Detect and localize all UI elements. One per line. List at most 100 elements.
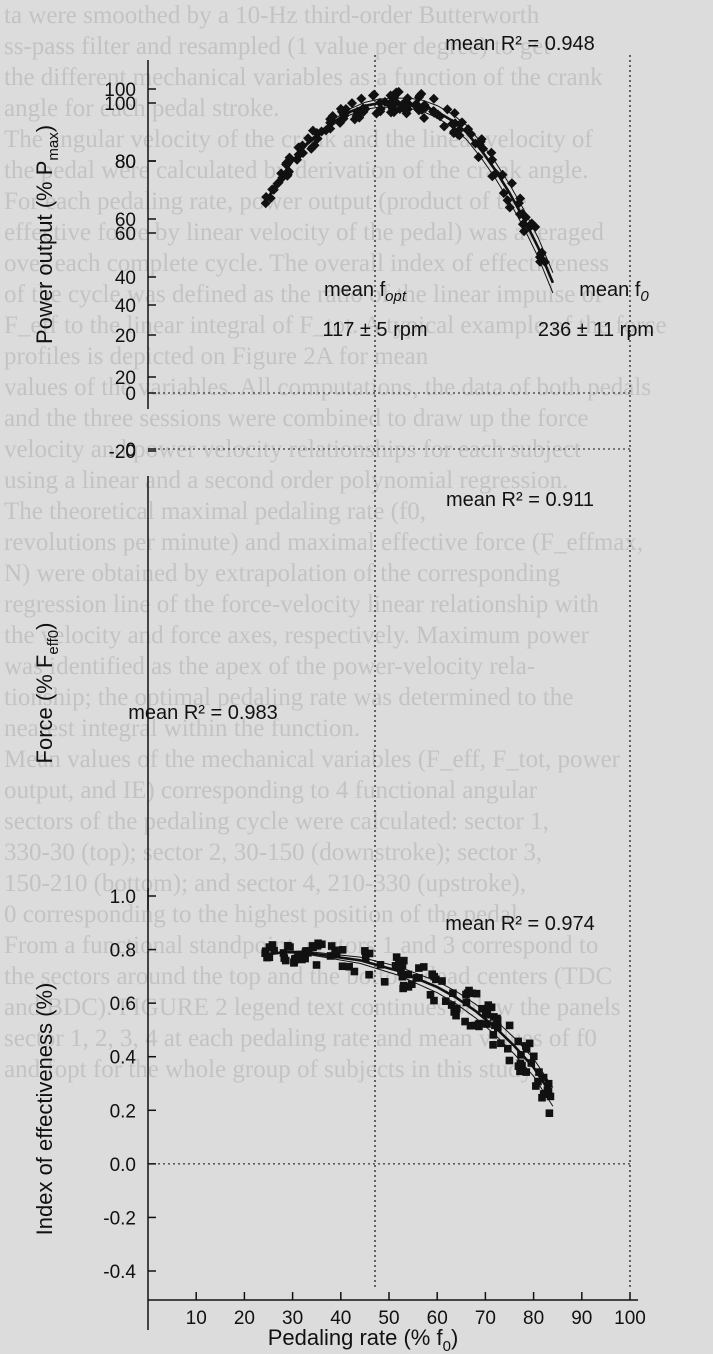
background-text-line: F_eff to the linear integral of F_tot. A… xyxy=(4,312,667,339)
data-point-filled-circle xyxy=(384,269,392,277)
data-point-square xyxy=(491,1021,499,1030)
data-point-square xyxy=(546,1092,555,1101)
data-point-open-circle xyxy=(385,198,395,208)
data-point-open-circle xyxy=(505,274,515,284)
data-point-square xyxy=(535,1068,543,1076)
data-point-square xyxy=(497,1039,505,1048)
data-point-open-circle xyxy=(432,178,442,188)
data-point-open-circle xyxy=(507,221,517,231)
data-point-filled-circle xyxy=(498,377,506,385)
data-point-filled-circle xyxy=(439,335,447,343)
data-point-open-circle xyxy=(421,173,431,183)
y-tick-label: 20 xyxy=(115,368,136,389)
y-tick-label: -20 xyxy=(109,442,136,463)
subject-fit-line xyxy=(273,186,553,413)
y-tick-label: 60 xyxy=(115,224,136,245)
data-point-filled-circle xyxy=(445,325,453,333)
x-tick-label: 30 xyxy=(282,1308,303,1329)
data-point-open-circle xyxy=(403,215,413,225)
data-point-square xyxy=(489,1041,497,1049)
data-point-square xyxy=(452,1011,460,1020)
data-point-filled-circle xyxy=(493,360,501,368)
x-tick-label: 100 xyxy=(614,1308,646,1329)
data-point-filled-circle xyxy=(287,201,295,209)
y-tick-label: 0.4 xyxy=(110,1048,137,1069)
panel-marks-bottom xyxy=(261,939,555,1118)
y-tick-label: 40 xyxy=(115,268,136,289)
data-point-filled-circle xyxy=(487,374,495,382)
data-point-open-circle xyxy=(402,170,412,180)
data-point-open-circle xyxy=(430,219,440,229)
y-axis-title-main: Power output (% P xyxy=(32,161,57,344)
data-point-diamond xyxy=(347,98,358,109)
data-point-filled-circle xyxy=(507,381,515,389)
data-point-open-circle xyxy=(318,157,328,167)
data-point-filled-circle xyxy=(343,243,351,251)
subject-fit-line xyxy=(272,106,554,294)
background-text-line: regression line of the force-velocity li… xyxy=(4,591,599,618)
background-text-line: and the three sessions were combined to … xyxy=(4,405,589,432)
data-point-filled-circle xyxy=(524,400,532,408)
fit-line xyxy=(264,179,553,413)
y-tick-label: -0.4 xyxy=(103,1262,136,1283)
data-point-square xyxy=(398,961,407,970)
data-point-filled-circle xyxy=(295,215,303,223)
data-point-filled-circle xyxy=(488,384,496,392)
data-point-filled-circle xyxy=(329,233,337,241)
data-point-open-circle xyxy=(283,138,293,148)
x-tick-label: 60 xyxy=(427,1308,448,1329)
data-point-filled-circle xyxy=(455,353,463,361)
data-point-open-circle xyxy=(463,246,473,256)
data-point-filled-circle xyxy=(293,209,301,217)
subject-fit-line xyxy=(272,97,554,273)
data-point-filled-circle xyxy=(362,258,370,266)
data-point-filled-circle xyxy=(459,356,467,364)
data-point-filled-circle xyxy=(338,230,346,238)
data-point-filled-circle xyxy=(339,232,347,240)
f0-label-main: mean f xyxy=(579,279,641,301)
fopt-label: mean fopt xyxy=(324,279,407,305)
data-point-open-circle xyxy=(359,179,369,189)
data-point-filled-circle xyxy=(491,382,499,390)
data-point-filled-circle xyxy=(384,269,392,277)
data-point-filled-circle xyxy=(455,325,463,333)
data-point-diamond xyxy=(439,121,450,132)
data-point-open-circle xyxy=(398,188,408,198)
data-point-square xyxy=(516,1067,524,1076)
data-point-square xyxy=(365,949,374,958)
data-point-open-circle xyxy=(332,146,342,156)
data-point-open-circle xyxy=(387,186,397,196)
y-tick-label: 100 xyxy=(104,80,136,101)
data-point-open-circle xyxy=(436,198,446,208)
data-point-filled-circle xyxy=(410,310,418,318)
data-point-open-circle xyxy=(485,265,495,275)
data-point-square xyxy=(484,1001,493,1009)
background-text-line: and BDC). FIGURE 2 legend text continues… xyxy=(4,994,621,1021)
y-tick-label: 80 xyxy=(115,152,136,173)
data-point-filled-circle xyxy=(313,216,321,224)
data-point-filled-circle xyxy=(363,265,371,273)
data-point-diamond xyxy=(486,147,497,158)
data-point-open-circle xyxy=(444,244,454,254)
data-point-diamond xyxy=(473,152,484,163)
data-point-diamond xyxy=(447,118,458,129)
background-text-line: ta were smoothed by a 10-Hz third-order … xyxy=(4,2,540,29)
data-point-open-circle xyxy=(395,179,405,189)
data-point-square xyxy=(419,963,428,971)
data-point-square xyxy=(530,1052,538,1061)
data-point-open-circle xyxy=(474,240,484,250)
data-point-square xyxy=(404,983,413,991)
data-point-open-circle xyxy=(479,201,489,211)
data-point-filled-circle xyxy=(324,234,332,242)
data-point-open-circle xyxy=(359,148,369,158)
data-point-square xyxy=(327,942,336,950)
data-point-filled-circle xyxy=(455,338,463,346)
data-point-square xyxy=(461,1017,469,1026)
data-point-filled-circle xyxy=(395,278,403,286)
data-point-filled-circle xyxy=(444,325,452,333)
data-point-filled-circle xyxy=(459,356,467,364)
data-point-filled-circle xyxy=(316,228,324,236)
data-point-open-circle xyxy=(362,157,372,167)
marks-layer xyxy=(260,86,555,1118)
